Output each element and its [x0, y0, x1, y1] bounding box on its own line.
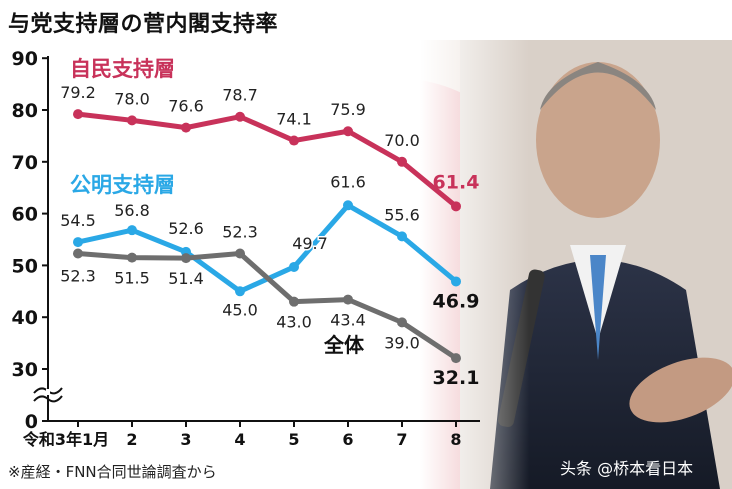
data-point — [127, 252, 137, 263]
data-point — [397, 231, 407, 242]
y-tick-label: 0 — [25, 411, 38, 433]
series-name-label: 公明支持層 — [70, 173, 175, 197]
data-label: 76.6 — [168, 97, 204, 116]
data-point — [289, 135, 299, 146]
data-label: 32.1 — [433, 367, 480, 389]
data-point — [127, 225, 137, 236]
data-label: 51.4 — [168, 269, 204, 288]
data-label: 55.6 — [384, 205, 420, 224]
y-tick-label: 70 — [12, 152, 38, 174]
data-point — [343, 126, 353, 137]
data-point — [397, 156, 407, 167]
source-note: ※産経・FNN合同世論調査から — [8, 463, 217, 481]
series-line — [75, 250, 459, 361]
data-point — [235, 248, 245, 259]
data-label: 52.3 — [222, 222, 258, 241]
data-point — [343, 200, 353, 211]
data-point — [181, 253, 191, 264]
data-point — [73, 248, 83, 259]
data-point — [127, 115, 137, 126]
data-point — [397, 317, 407, 328]
y-tick-label: 50 — [12, 255, 38, 277]
x-tick-label: 2 — [126, 430, 137, 449]
data-label: 61.4 — [433, 171, 480, 193]
data-point — [451, 201, 461, 212]
data-label: 74.1 — [276, 110, 312, 129]
data-point — [289, 296, 299, 307]
y-tick-label: 60 — [12, 204, 38, 226]
data-point — [73, 109, 83, 120]
data-label: 79.2 — [60, 83, 96, 102]
data-label: 43.4 — [330, 311, 366, 330]
y-tick-label: 80 — [12, 100, 38, 122]
data-label: 70.0 — [384, 131, 420, 150]
x-tick-label: 令和3年1月 — [22, 430, 109, 449]
photo-backdrop — [420, 40, 732, 489]
data-point — [235, 111, 245, 122]
series-line — [75, 111, 459, 209]
y-tick-label: 40 — [12, 307, 38, 329]
data-point — [235, 286, 245, 297]
x-tick-label: 8 — [450, 430, 461, 449]
data-label: 78.0 — [114, 89, 150, 108]
data-label: 51.5 — [114, 269, 150, 288]
page-title: 与党支持層の菅内閣支持率 — [8, 12, 279, 37]
data-point — [289, 261, 299, 272]
data-point — [181, 122, 191, 133]
data-label: 52.6 — [168, 219, 204, 238]
data-point — [343, 294, 353, 305]
data-label: 75.9 — [330, 100, 366, 119]
series-name-label: 全体 — [323, 333, 365, 357]
watermark-text: 头条 @桥本看日本 — [560, 459, 694, 478]
data-label: 61.6 — [330, 172, 366, 191]
axis-break-gap — [46, 389, 50, 395]
data-label: 46.9 — [433, 290, 480, 312]
data-label: 45.0 — [222, 300, 258, 319]
axis-break-mark — [33, 395, 63, 403]
y-tick-label: 30 — [12, 359, 38, 381]
x-tick-label: 4 — [234, 430, 245, 449]
x-tick-label: 3 — [180, 430, 191, 449]
data-point — [73, 237, 83, 248]
data-point — [451, 353, 461, 364]
data-label: 56.8 — [114, 201, 150, 220]
data-label: 52.3 — [60, 266, 96, 285]
y-tick-label: 90 — [12, 48, 38, 70]
data-label: 49.7 — [292, 234, 328, 253]
data-label: 43.0 — [276, 313, 312, 332]
x-tick-label: 5 — [288, 430, 299, 449]
data-point — [451, 276, 461, 287]
x-tick-label: 7 — [396, 430, 407, 449]
data-label: 78.7 — [222, 86, 258, 105]
series-name-label: 自民支持層 — [70, 57, 175, 81]
data-label: 54.5 — [60, 211, 96, 230]
data-label: 39.0 — [384, 333, 420, 352]
x-tick-label: 6 — [342, 430, 353, 449]
